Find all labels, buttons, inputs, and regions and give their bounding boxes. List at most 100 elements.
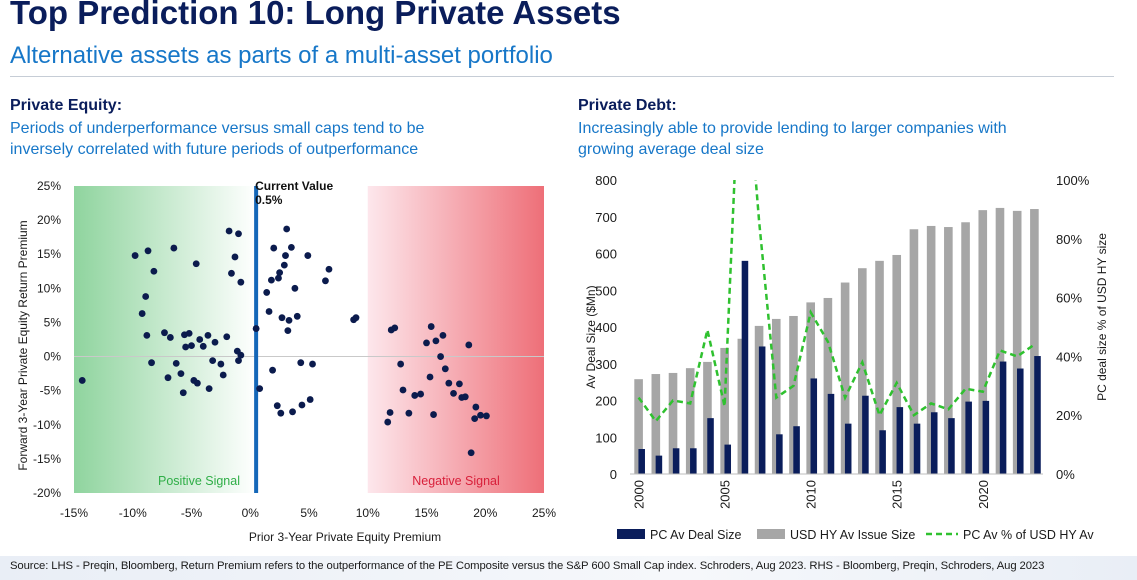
scatter-point: [277, 409, 285, 417]
hy-issue-size-bar: [840, 282, 850, 474]
y2-tick-label: 40%: [1056, 349, 1082, 364]
page-subtitle: Alternative assets as parts of a multi-a…: [10, 42, 553, 69]
scatter-point: [430, 411, 437, 418]
scatter-point: [384, 418, 392, 426]
scatter-point: [289, 408, 296, 416]
scatter-point: [287, 244, 295, 251]
scatter-point: [172, 359, 180, 367]
scatter-point: [304, 252, 312, 259]
y2-tick-label: 0%: [1056, 467, 1075, 482]
right-panel-description-line-2: growing average deal size: [578, 141, 764, 158]
scatter-point: [282, 252, 289, 259]
y-tick-label: 100: [595, 430, 617, 445]
pc-deal-size-bar: [948, 418, 955, 474]
x-tick-label: 20%: [473, 506, 497, 520]
scatter-point: [465, 341, 473, 349]
pc-deal-size-bar: [758, 346, 766, 474]
scatter-point: [270, 244, 278, 252]
scatter-point: [161, 329, 168, 337]
x-tick-label: 2020: [976, 480, 991, 509]
negative-signal-zone: [367, 186, 544, 493]
scatter-point: [445, 379, 453, 387]
hy-issue-size-bar: [875, 260, 884, 474]
page-title: Top Prediction 10: Long Private Assets: [10, 0, 621, 31]
scatter-point: [237, 278, 245, 286]
x-tick-label: 5%: [300, 506, 318, 520]
scatter-point: [223, 333, 231, 341]
y-tick-label: -5%: [40, 384, 62, 398]
hy-issue-size-bar: [703, 361, 712, 474]
scatter-point: [211, 338, 219, 346]
scatter-point: [426, 373, 434, 381]
pc-deal-size-bar: [810, 378, 818, 474]
current-value-number: 0.5%: [255, 193, 283, 207]
pc-deal-size-bar: [1017, 368, 1024, 474]
y-tick-label: -10%: [33, 418, 61, 432]
y-tick-label: 300: [595, 357, 617, 372]
scatter-point: [185, 329, 193, 337]
pc-deal-size-bar: [862, 395, 869, 474]
x-tick-label: 15%: [414, 506, 438, 520]
scatter-point: [144, 247, 152, 255]
scatter-point: [471, 415, 479, 423]
scatter-point: [432, 337, 440, 345]
pc-deal-size-bar: [913, 423, 921, 474]
scatter-point: [293, 312, 301, 320]
scatter-point: [399, 386, 407, 394]
hy-issue-size-bar: [892, 254, 902, 474]
scatter-point: [278, 314, 286, 322]
negative-signal-label: Negative Signal: [412, 474, 500, 488]
x-tick-label: 10%: [356, 506, 380, 520]
y-tick-label: 0: [610, 467, 617, 482]
scatter-point: [263, 289, 271, 296]
hy-issue-size-bar: [651, 374, 661, 474]
scatter-point: [142, 293, 150, 300]
scatter-point: [306, 396, 314, 403]
hy-issue-size-bar: [1030, 209, 1039, 474]
legend-swatch-pc-deal-size: [617, 529, 645, 539]
scatter-point: [235, 357, 242, 365]
scatter-point: [477, 411, 484, 419]
pc-deal-size-bar: [672, 448, 680, 474]
scatter-point: [148, 359, 155, 367]
pc-deal-size-bar: [741, 260, 749, 474]
scatter-point: [297, 359, 305, 367]
hy-issue-size-bar: [668, 372, 678, 474]
y-tick-label: 5%: [44, 315, 62, 329]
scatter-point: [298, 401, 306, 409]
pc-deal-size-bar: [827, 393, 835, 474]
scatter-point: [467, 449, 475, 457]
pc-deal-size-bar: [844, 423, 852, 474]
hy-issue-size-bar: [995, 207, 1005, 474]
y-tick-label: 15%: [37, 247, 61, 261]
scatter-point: [231, 253, 239, 261]
source-footer: Source: LHS - Preqin, Bloomberg, Return …: [0, 556, 1137, 580]
x-axis-title: Prior 3-Year Private Equity Premium: [249, 530, 441, 544]
scatter-point: [283, 225, 291, 233]
pc-deal-size-bar: [793, 426, 800, 474]
y-tick-label: 800: [595, 173, 617, 188]
hy-issue-size-bar: [685, 368, 695, 474]
legend-swatch-hy-issue-size: [757, 529, 785, 539]
y-tick-label: 20%: [37, 213, 61, 227]
y-axis-title: Forward 3-Year Private Equity Return Pre…: [16, 220, 30, 470]
hy-issue-size-bar: [823, 297, 833, 474]
scatter-point: [235, 230, 242, 238]
pc-deal-size-bar: [1034, 356, 1041, 474]
left-panel-heading: Private Equity:: [10, 97, 123, 114]
scatter-point: [219, 371, 227, 379]
scatter-point: [461, 393, 469, 401]
pc-deal-size-bar: [896, 407, 904, 474]
scatter-point: [291, 284, 299, 292]
x-tick-label: 25%: [532, 506, 556, 520]
scatter-point: [131, 252, 139, 259]
y-axis-title: Av Deal Size ($Mn): [584, 285, 598, 388]
hy-issue-size-bar: [789, 315, 798, 474]
hy-issue-size-bar: [978, 210, 988, 474]
scatter-point: [193, 379, 201, 387]
x-tick-label: 2000: [632, 480, 647, 509]
scatter-point: [322, 277, 329, 285]
y-tick-label: 25%: [37, 179, 61, 193]
x-tick-label: -10%: [119, 506, 147, 520]
